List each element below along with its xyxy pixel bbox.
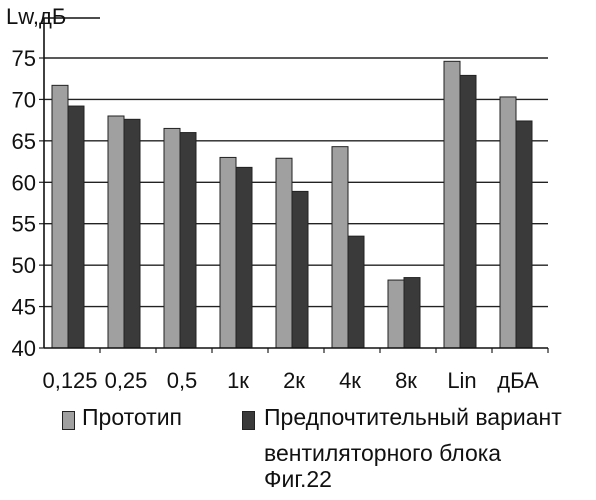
bar-preferred-3 xyxy=(236,167,252,348)
legend-swatch-preferred xyxy=(242,411,255,430)
bar-preferred-7 xyxy=(460,75,476,348)
y-axis-label: Lw,дБ xyxy=(6,4,66,29)
bar-preferred-8 xyxy=(516,121,532,348)
y-tick-label: 45 xyxy=(12,295,36,320)
bar-prototype-8 xyxy=(500,97,516,348)
x-tick-label: Lin xyxy=(447,368,476,393)
x-tick-label: 0,5 xyxy=(167,368,198,393)
bar-prototype-0 xyxy=(52,85,68,348)
bar-preferred-1 xyxy=(124,119,140,348)
bar-prototype-3 xyxy=(220,157,236,348)
y-tick-label: 70 xyxy=(12,87,36,112)
legend-label-preferred-line2: вентиляторного блока xyxy=(264,440,501,467)
y-tick-label: 50 xyxy=(12,253,36,278)
x-tick-label: 2к xyxy=(283,368,305,393)
y-tick-label: 60 xyxy=(12,170,36,195)
x-tick-label: 0,25 xyxy=(105,368,148,393)
y-tick-label: 65 xyxy=(12,129,36,154)
bar-preferred-0 xyxy=(68,106,84,348)
legend-swatch-prototype xyxy=(62,411,75,430)
x-tick-labels: 0,125 0,25 0,5 1к 2к 4к 8к LinдБА xyxy=(42,368,539,393)
bar-prototype-1 xyxy=(108,116,124,348)
bar-prototype-6 xyxy=(388,280,404,348)
bar-preferred-6 xyxy=(404,278,420,348)
x-tick-label: дБА xyxy=(497,368,539,393)
bar-chart: 40 45 50 55 60 65 70 75 0,125 0,25 0,5 1к 2к 4к 8к Lin… xyxy=(0,0,596,410)
legend-label-preferred-line1: Предпочтительный вариант xyxy=(264,404,562,431)
y-tick-label: 55 xyxy=(12,212,36,237)
bar-prototype-7 xyxy=(444,61,460,348)
y-tick-label: 75 xyxy=(12,46,36,71)
x-tick-label: 8к xyxy=(395,368,417,393)
bar-prototype-2 xyxy=(164,128,180,348)
legend-label-prototype: Прототип xyxy=(82,404,182,431)
bars xyxy=(52,61,532,348)
bar-preferred-2 xyxy=(180,133,196,348)
x-tick-label: 4к xyxy=(339,368,361,393)
bar-preferred-4 xyxy=(292,191,308,348)
bar-prototype-5 xyxy=(332,147,348,348)
y-tick-labels: 40 45 50 55 60 65 70 75 xyxy=(12,46,36,361)
x-tick-label: 1к xyxy=(227,368,249,393)
figure-caption: Фиг.22 xyxy=(0,466,596,493)
x-tick-label: 0,125 xyxy=(42,368,97,393)
bar-prototype-4 xyxy=(276,158,292,348)
bar-preferred-5 xyxy=(348,236,364,348)
y-tick-label: 40 xyxy=(12,336,36,361)
